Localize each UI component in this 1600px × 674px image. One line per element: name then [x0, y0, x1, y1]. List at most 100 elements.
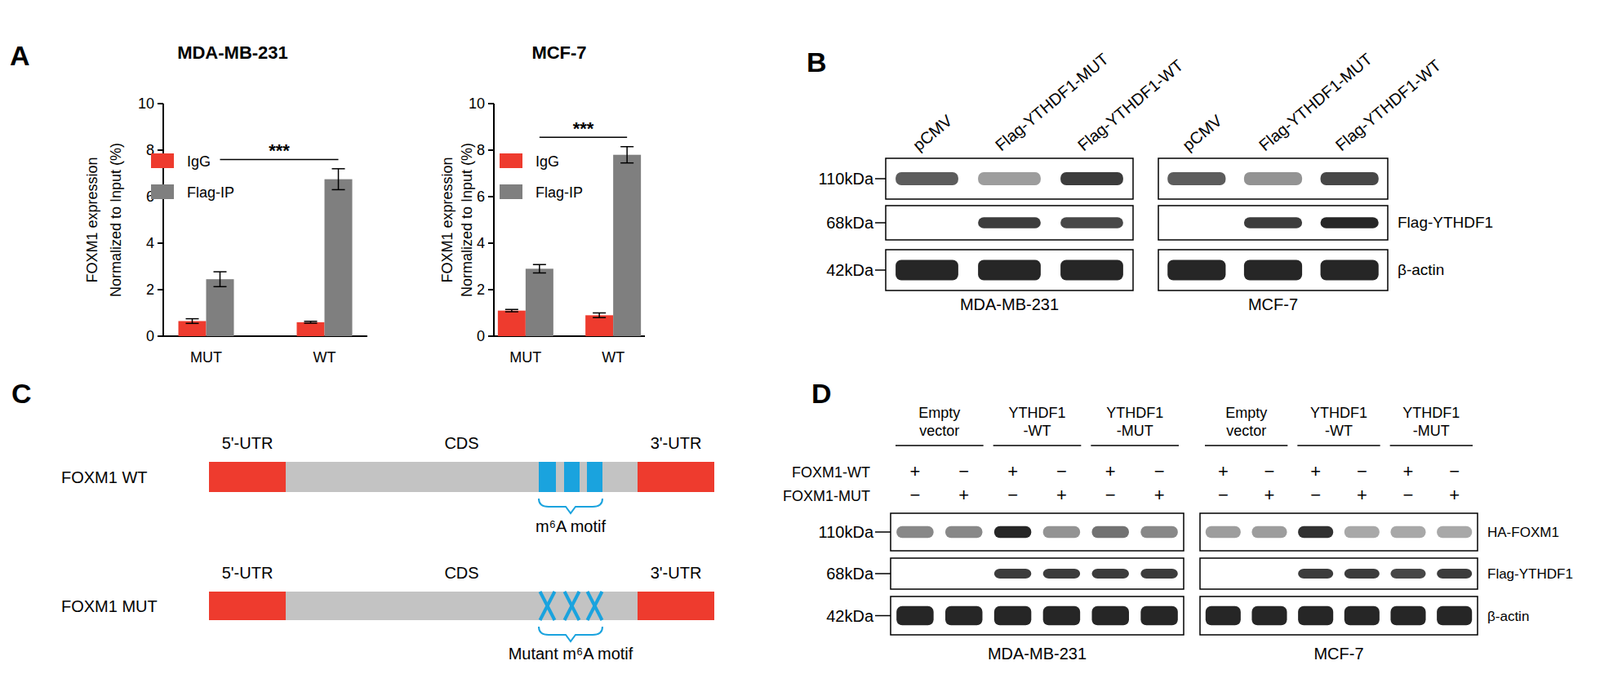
kda-label: 110kDa — [818, 523, 875, 542]
m6a-site — [586, 462, 603, 493]
bar — [297, 322, 325, 337]
y-tick-label: 4 — [476, 235, 485, 252]
marks — [178, 168, 353, 337]
group-label: vector — [1226, 422, 1267, 440]
y-tick-label: 10 — [137, 95, 155, 112]
error-cap — [620, 146, 634, 148]
band — [1244, 260, 1303, 281]
kda-tick — [875, 615, 891, 618]
band — [1140, 606, 1178, 627]
band — [1320, 260, 1379, 281]
y-tick-label: 2 — [476, 281, 485, 298]
protein-label: β-actin — [1397, 261, 1445, 279]
region — [637, 591, 715, 621]
y-tick-label: 4 — [146, 235, 155, 252]
chart-title: MCF-7 — [531, 42, 587, 63]
y-tick-label: 2 — [146, 281, 155, 298]
western-blot: 110kDa68kDa42kDaMDA-MB-231Flag-YTHDF1β-a… — [818, 49, 1494, 314]
bar — [178, 320, 207, 337]
error-cap — [505, 311, 519, 313]
error-stem — [337, 168, 340, 191]
group-label: -MUT — [1413, 422, 1450, 440]
error-bar — [620, 146, 634, 164]
error-cap — [505, 308, 519, 311]
y-tick — [157, 288, 164, 291]
m6a-site — [564, 462, 580, 493]
band — [1140, 526, 1178, 539]
y-tick — [488, 288, 494, 291]
y-axis — [493, 103, 495, 337]
y-tick-label: 10 — [468, 95, 485, 112]
error-bar — [304, 321, 318, 324]
y-tick-label: 8 — [476, 142, 485, 159]
error-cap — [533, 263, 547, 266]
condition-sign: + — [1056, 484, 1067, 506]
error-cap — [213, 271, 227, 273]
band — [1390, 568, 1426, 579]
condition-sign: − — [1007, 484, 1018, 506]
group-label: -WT — [1324, 422, 1353, 440]
band — [1092, 568, 1129, 579]
kda-tick — [875, 573, 891, 575]
legend-label: Flag-IP — [535, 184, 583, 201]
region — [285, 591, 638, 621]
x-mark — [564, 591, 580, 621]
axis-title: FOXM1 expression — [439, 156, 456, 283]
x-mark — [587, 591, 603, 621]
band — [977, 260, 1041, 281]
error-stem — [598, 313, 600, 319]
marks — [497, 146, 641, 337]
error-bar — [332, 168, 346, 191]
condition-sign: + — [958, 484, 969, 506]
x-mark — [540, 591, 556, 621]
band — [1092, 526, 1129, 539]
blot-frame — [885, 205, 1134, 240]
band — [1060, 172, 1124, 186]
x-tick-label: MUT — [509, 349, 542, 366]
condition-label: FOXM1-MUT — [782, 488, 871, 505]
x-tick-label: WT — [601, 349, 625, 366]
error-bar — [213, 271, 227, 287]
band — [1167, 172, 1226, 186]
x-mark — [540, 591, 556, 621]
x-mark — [564, 591, 580, 621]
condition-sign: + — [1448, 484, 1460, 506]
band — [1297, 526, 1334, 539]
region-label: 3'-UTR — [650, 564, 703, 583]
protein-label: Flag-YTHDF1 — [1397, 213, 1494, 232]
lane-label: pCMV — [909, 111, 956, 155]
error-cap — [332, 189, 346, 192]
error-cap — [186, 323, 200, 325]
band — [1244, 217, 1303, 228]
region-label: 5'-UTR — [222, 434, 274, 453]
condition-sign: + — [1217, 461, 1229, 482]
condition-sign: − — [1217, 484, 1229, 506]
condition-sign: − — [1310, 484, 1321, 506]
y-tick — [488, 149, 494, 152]
bracket — [538, 626, 603, 642]
condition-sign: + — [1264, 484, 1276, 506]
condition-label: FOXM1-WT — [791, 464, 871, 481]
lane-label: Flag-YTHDF1-WT — [1332, 56, 1445, 155]
error-cap — [304, 322, 318, 325]
band — [895, 172, 959, 186]
y-tick — [488, 102, 494, 105]
band — [945, 526, 983, 539]
band — [1205, 568, 1241, 579]
condition-sign: − — [1403, 484, 1414, 506]
group-label: Empty — [1225, 404, 1267, 422]
lane-label: pCMV — [1178, 111, 1226, 155]
region-label: 3'-UTR — [650, 434, 703, 453]
kda-label: 110kDa — [818, 169, 875, 188]
band — [994, 606, 1032, 627]
band — [1320, 217, 1379, 228]
protein-label: Flag-YTHDF1 — [1487, 566, 1574, 583]
legend-swatch — [499, 184, 523, 200]
group-label: -MUT — [1116, 422, 1154, 440]
region-label: CDS — [444, 434, 479, 453]
construct-name: FOXM1 WT — [61, 468, 148, 487]
error-cap — [592, 312, 606, 315]
y-axis — [162, 103, 165, 337]
y-tick — [157, 102, 164, 105]
blot-frame — [1200, 558, 1478, 590]
